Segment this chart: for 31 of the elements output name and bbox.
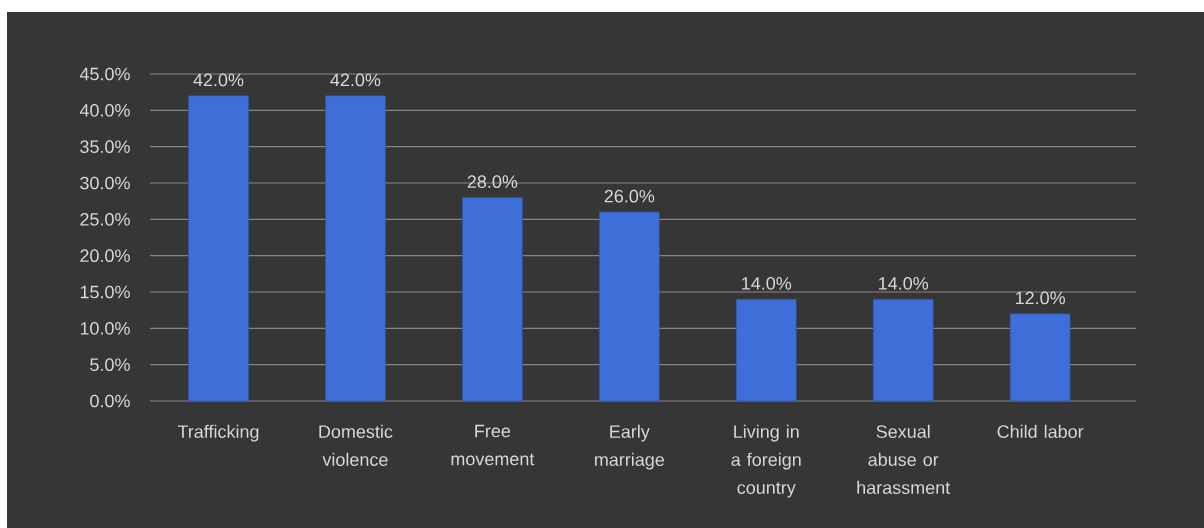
y-tick-label: 35.0% [80,140,130,154]
bar [872,298,934,402]
bar [599,211,660,402]
bar [1009,313,1071,402]
data-label: 26.0% [604,189,655,203]
data-label: 14.0% [879,277,929,290]
data-label: 42.0% [330,73,381,87]
y-tick-label: 20.0% [80,249,130,263]
x-tick-label: Trafficking [177,424,259,442]
y-tick-label: 45.0% [79,67,130,81]
bar [462,197,523,402]
y-tick-label: 15.0% [80,285,130,299]
data-label: 42.0% [193,73,244,87]
y-tick-label: 25.0% [80,212,130,226]
x-tick-label: Sexual abuse or harassment [857,424,951,494]
x-tick-label: Free movement [451,424,535,466]
bar [188,95,249,402]
bar [735,298,797,402]
y-tick-label: 30.0% [80,176,130,190]
x-tick-label: Living in a foreign country [731,424,801,498]
data-label: 12.0% [1016,291,1066,305]
data-label: 28.0% [467,175,518,189]
bar [325,95,386,402]
x-tick-label: Child labor [997,424,1084,438]
y-tick-label: 0.0% [90,394,130,408]
y-tick-label: 40.0% [79,103,130,117]
y-tick-label: 5.0% [90,358,130,372]
x-tick-label: Early marriage [595,424,665,470]
data-label: 14.0% [742,277,792,290]
y-tick-label: 10.0% [80,321,130,335]
x-tick-label: Domestic violence [319,424,393,466]
